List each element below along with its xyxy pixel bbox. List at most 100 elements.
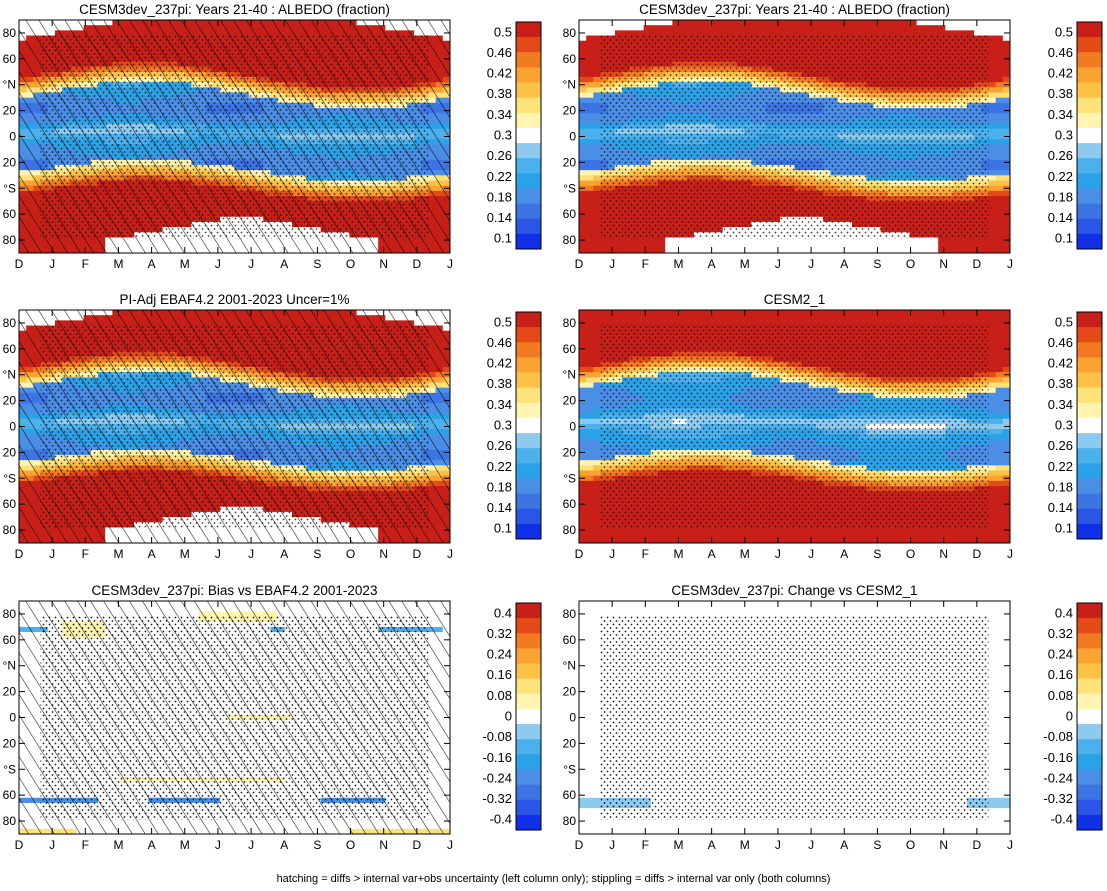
heatmap-cell [607, 237, 616, 244]
heatmap-cell [830, 242, 838, 249]
heatmap-cell [808, 247, 817, 253]
heatmap-cell [765, 237, 774, 244]
heatmap-cell [586, 221, 594, 228]
heatmap-cell [765, 242, 774, 249]
heatmap-cell [873, 237, 882, 244]
heatmap-cell [672, 247, 680, 253]
heatmap-cell [593, 211, 601, 218]
heatmap-cell [909, 20, 918, 26]
heatmap-cell [693, 247, 702, 253]
heatmap-cell [593, 185, 601, 192]
heatmap-cell [636, 242, 645, 249]
heatmap-cell [593, 237, 601, 244]
heatmap-cell [586, 139, 594, 145]
heatmap-cell [586, 159, 594, 166]
heatmap-cell [586, 87, 594, 93]
heatmap-cell [593, 71, 601, 78]
heatmap-cell [758, 242, 767, 249]
heatmap-cell [586, 242, 594, 249]
heatmap-cell [679, 30, 688, 36]
heatmap-cell [816, 237, 824, 244]
heatmap-cell [722, 30, 731, 36]
heatmap-cell [593, 139, 601, 145]
heatmap-cell [579, 35, 587, 42]
heatmap-cell [823, 20, 831, 26]
heatmap-cell [586, 154, 594, 161]
heatmap-cell [895, 247, 903, 253]
heatmap-cell [600, 247, 609, 253]
heatmap-cell [593, 45, 601, 52]
heatmap-cell [902, 25, 910, 31]
heatmap-cell [586, 92, 594, 99]
heatmap-cell [600, 30, 609, 36]
heatmap-cell [586, 118, 594, 124]
heatmap-cell [679, 247, 688, 253]
heatmap-cell [586, 56, 594, 62]
heatmap-cell [866, 237, 874, 244]
heatmap-cell [586, 201, 594, 207]
x-tick-label: D [15, 257, 24, 271]
heatmap-cell [650, 20, 659, 26]
heatmap-cell [887, 20, 896, 26]
heatmap-cell [823, 237, 831, 244]
heatmap-cell [593, 30, 601, 36]
heatmap-cell [593, 242, 601, 249]
heatmap-cell [780, 30, 788, 36]
heatmap-cell [837, 25, 846, 31]
colorbar-label: 0.22 [487, 169, 512, 184]
heatmap-cell [586, 82, 594, 88]
heatmap-cell [708, 242, 716, 249]
heatmap-cell [765, 30, 774, 36]
heatmap-cell [579, 201, 587, 207]
y-tick-label: 60 [3, 52, 17, 66]
heatmap-cell [679, 237, 688, 244]
heatmap-cell [672, 242, 680, 249]
heatmap-cell [600, 20, 609, 26]
heatmap-cell [816, 20, 824, 26]
heatmap-cell [902, 247, 910, 253]
heatmap-cell [593, 20, 601, 26]
heatmap-cell [579, 190, 587, 197]
heatmap-cell [780, 237, 788, 244]
heatmap-cell [887, 25, 896, 31]
heatmap-cell [586, 190, 594, 197]
heatmap-cell [737, 30, 745, 36]
heatmap-cell [701, 25, 709, 31]
heatmap-cell [593, 87, 601, 93]
colorbar-label: 0.34 [487, 107, 512, 122]
panel-title: CESM3dev_237pi: Years 21-40 : ALBEDO (fr… [79, 2, 390, 17]
heatmap-cell [579, 221, 587, 228]
heatmap-cell [579, 247, 587, 253]
heatmap-cell [679, 242, 688, 249]
heatmap-cell [880, 247, 889, 253]
heatmap-cell [794, 247, 803, 253]
heatmap-cell [658, 25, 666, 31]
heatmap-cell [586, 170, 594, 176]
heatmap-cell [794, 25, 803, 31]
heatmap-cell [751, 242, 759, 249]
heatmap-cell [579, 45, 587, 52]
heatmap-cell [902, 20, 910, 26]
heatmap-cell [729, 242, 738, 249]
heatmap-cell [593, 221, 601, 228]
heatmap-cell [895, 30, 903, 36]
heatmap-cell [837, 20, 846, 26]
heatmap-cell [586, 149, 594, 156]
colorbar-label: 0.42 [487, 66, 512, 81]
heatmap-cell [593, 76, 601, 83]
heatmap-cell [579, 113, 587, 119]
heatmap-cell [579, 154, 587, 161]
y-tick-label: 80 [3, 26, 17, 40]
heatmap-cell [859, 25, 867, 31]
heatmap-cell [579, 196, 587, 202]
heatmap-cell [658, 30, 666, 36]
heatmap-cell [701, 30, 709, 36]
heatmap-cell [851, 20, 860, 26]
heatmap-cell [593, 190, 601, 197]
heatmap-cell [708, 30, 716, 36]
heatmap-cell [607, 30, 616, 36]
colorbar-label: 0.5 [494, 24, 512, 39]
heatmap-cell [693, 20, 702, 26]
heatmap-cell [593, 196, 601, 202]
